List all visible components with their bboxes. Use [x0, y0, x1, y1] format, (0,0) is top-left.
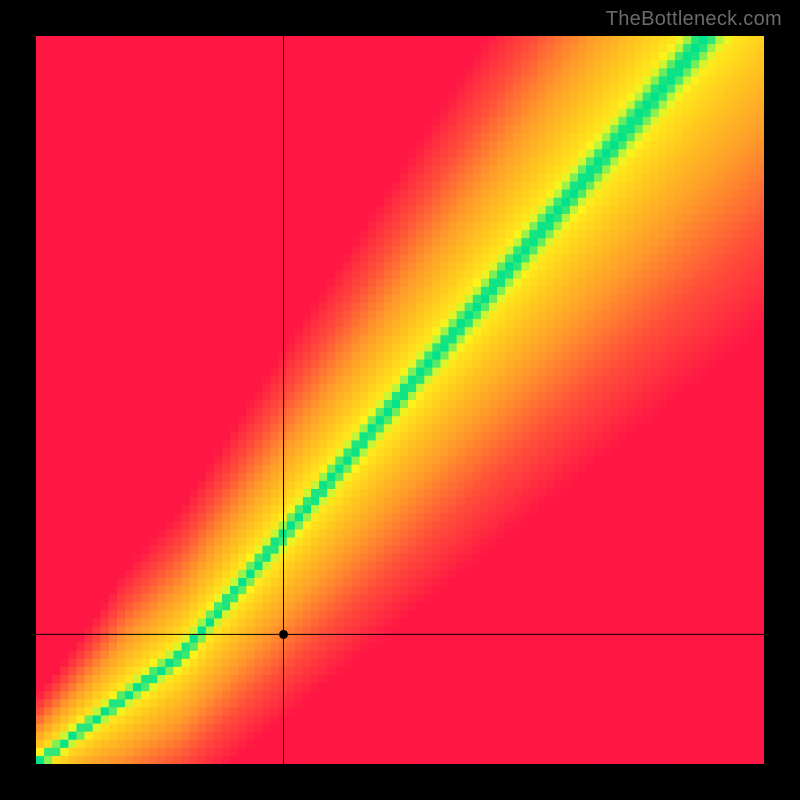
bottleneck-heatmap	[36, 36, 764, 764]
watermark-text: TheBottleneck.com	[606, 8, 782, 31]
chart-container: TheBottleneck.com	[0, 0, 800, 800]
